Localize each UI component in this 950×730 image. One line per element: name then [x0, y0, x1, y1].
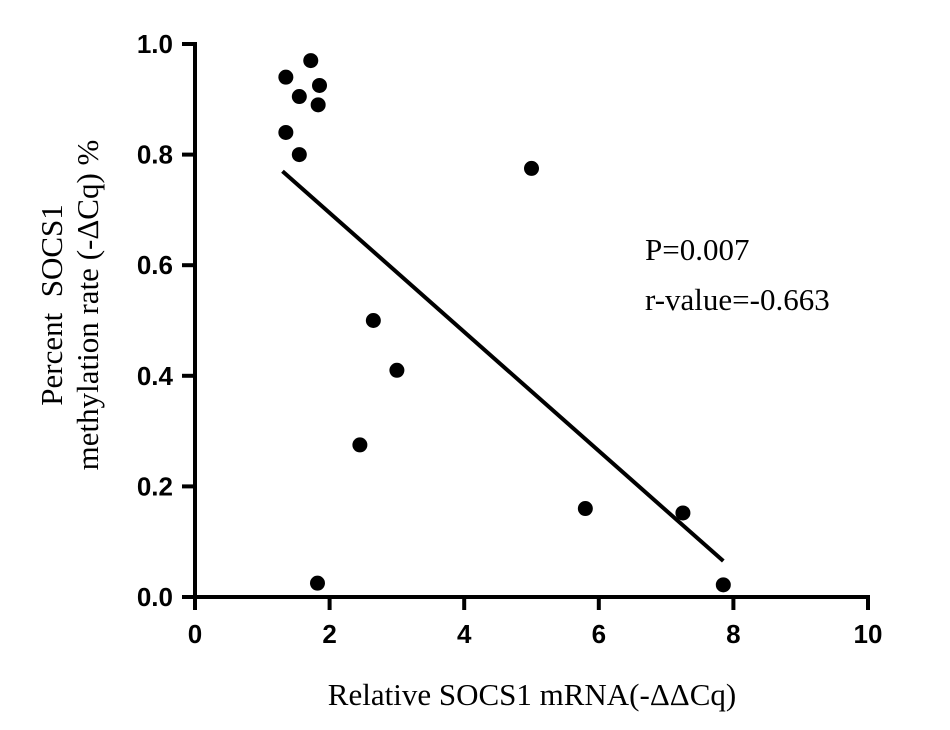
x-tick-label: 6 [592, 619, 606, 649]
data-point [303, 53, 319, 69]
r-value-annotation: r-value=-0.663 [645, 282, 830, 317]
ticks: 0 2 4 6 8 10 0.0 0.2 0.4 0.6 0.8 1.0 [137, 29, 883, 649]
data-point [352, 437, 368, 453]
y-axis-label-line-1: Percent SOCS1 [34, 204, 69, 406]
x-tick-label: 0 [188, 619, 202, 649]
x-tick-label: 10 [854, 619, 883, 649]
regression-line [281, 169, 725, 563]
data-point [365, 313, 381, 328]
data-point [312, 77, 328, 93]
y-axis-label-line-2: methylation rate (-ΔCq) % [70, 140, 105, 471]
axes [193, 42, 870, 599]
data-point [309, 575, 325, 591]
y-tick-label: 0.2 [137, 471, 173, 501]
data-point [524, 160, 539, 176]
data-point [278, 124, 294, 140]
y-tick-label: 1.0 [137, 29, 173, 59]
x-tick-label: 2 [322, 619, 336, 649]
data-point [715, 577, 731, 593]
data-point [291, 147, 307, 163]
y-tick-label: 0.4 [137, 361, 174, 391]
x-tick-label: 8 [726, 619, 740, 649]
p-value-annotation: P=0.007 [645, 232, 749, 267]
data-point [389, 362, 405, 378]
data-point [291, 89, 307, 105]
data-point [675, 505, 691, 521]
data-point [577, 501, 593, 517]
y-tick-label: 0.0 [137, 582, 173, 612]
data-points [278, 53, 731, 593]
y-tick-label: 0.6 [137, 250, 173, 280]
data-point [310, 97, 326, 113]
x-axis-label: Relative SOCS1 mRNA(-ΔΔCq) [328, 677, 736, 712]
x-tick-label: 4 [457, 619, 472, 649]
data-point [278, 69, 294, 85]
y-tick-label: 0.8 [137, 140, 173, 170]
y-axis-label: Percent SOCS1 methylation rate (-ΔCq) % [34, 140, 105, 471]
